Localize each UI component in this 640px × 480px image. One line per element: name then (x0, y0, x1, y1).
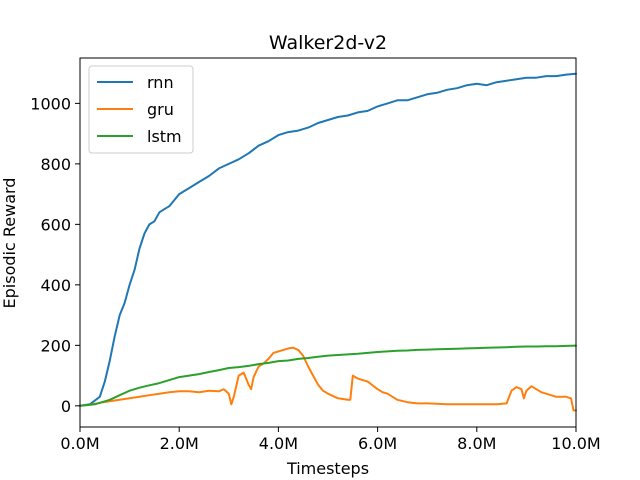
x-axis-label: Timesteps (286, 459, 369, 478)
x-tick-label: 2.0M (160, 434, 199, 453)
legend: rnn gru lstm (88, 65, 194, 154)
y-tick-label: 800 (40, 155, 71, 174)
x-axis: 0.0M 2.0M 4.0M 6.0M 8.0M 10.0M (60, 427, 601, 453)
x-tick-label: 4.0M (259, 434, 298, 453)
y-axis: 0 200 400 600 800 1000 (30, 94, 80, 416)
y-tick-label: 400 (40, 276, 71, 295)
chart-title: Walker2d-v2 (269, 32, 387, 54)
plot-frame (79, 57, 577, 428)
series-layer (79, 72, 577, 412)
y-axis-label: Episodic Reward (0, 178, 19, 309)
legend-label-gru: gru (147, 100, 174, 119)
y-tick-label: 600 (40, 215, 71, 234)
series-line-rnn (79, 72, 577, 407)
legend-box (88, 65, 194, 154)
x-tick-label: 0.0M (60, 434, 99, 453)
y-tick-label: 200 (40, 336, 71, 355)
x-tick-label: 10.0M (551, 434, 600, 453)
y-tick-label: 0 (61, 397, 71, 416)
series-line-lstm (79, 344, 577, 407)
legend-items: rnn gru lstm (97, 73, 182, 146)
y-tick-label: 1000 (30, 94, 71, 113)
x-tick-label: 8.0M (457, 434, 496, 453)
series-line-gru (79, 346, 577, 412)
legend-label-lstm: lstm (147, 127, 182, 146)
legend-label-rnn: rnn (147, 73, 174, 92)
x-tick-label: 6.0M (358, 434, 397, 453)
